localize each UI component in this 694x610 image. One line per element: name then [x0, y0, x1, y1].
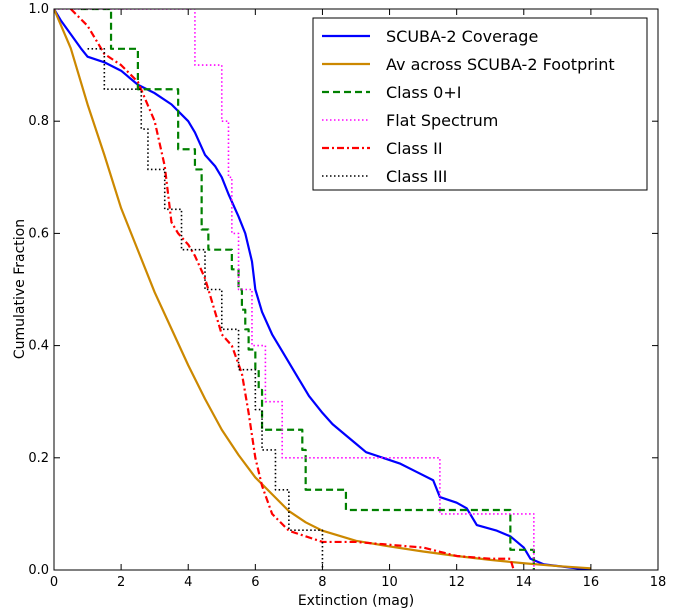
x-tick-label: 6 — [251, 575, 259, 590]
y-axis-label: Cumulative Fraction — [12, 219, 28, 359]
legend: SCUBA-2 Coverage Av across SCUBA-2 Footpr… — [312, 17, 648, 191]
x-tick-label: 2 — [117, 575, 125, 590]
x-tick-label: 4 — [184, 575, 192, 590]
y-tick-label: 0.8 — [28, 114, 49, 129]
y-tick-label: 0.2 — [28, 451, 49, 466]
series-layer — [54, 9, 592, 570]
y-tick-label: 0.6 — [28, 226, 49, 241]
legend-label: Class II — [386, 139, 443, 158]
legend-items: SCUBA-2 Coverage Av across SCUBA-2 Footpr… — [322, 27, 615, 186]
x-tick-label: 18 — [650, 575, 667, 590]
legend-label: Av across SCUBA-2 Footprint — [386, 55, 615, 74]
legend-label: Class III — [386, 167, 447, 186]
series-line-class-ii — [69, 9, 515, 570]
x-tick-label: 10 — [381, 575, 398, 590]
x-tick-label: 12 — [448, 575, 465, 590]
legend-label: SCUBA-2 Coverage — [386, 27, 538, 46]
legend-box — [312, 17, 648, 191]
x-tick-label: 14 — [516, 575, 533, 590]
x-tick-label: 0 — [50, 575, 58, 590]
series-line-class-0-i — [80, 9, 535, 570]
ticks-layer: 0 2 4 6 8 10 12 14 16 18 0.0 0.2 0.4 0.6 0.8 1.0 — [28, 2, 666, 590]
x-tick-label: 16 — [583, 575, 600, 590]
series-line-flat-spectrum — [54, 9, 535, 570]
x-tick-label: 8 — [318, 575, 326, 590]
legend-label: Class 0+I — [386, 83, 461, 102]
y-tick-label: 0.0 — [28, 563, 49, 578]
legend-label: Flat Spectrum — [386, 111, 498, 130]
series-line-class-iii — [87, 48, 324, 570]
x-axis-label: Extinction (mag) — [298, 593, 414, 609]
y-tick-label: 0.4 — [28, 339, 49, 354]
y-tick-label: 1.0 — [28, 2, 49, 17]
plot-frame — [53, 8, 659, 571]
